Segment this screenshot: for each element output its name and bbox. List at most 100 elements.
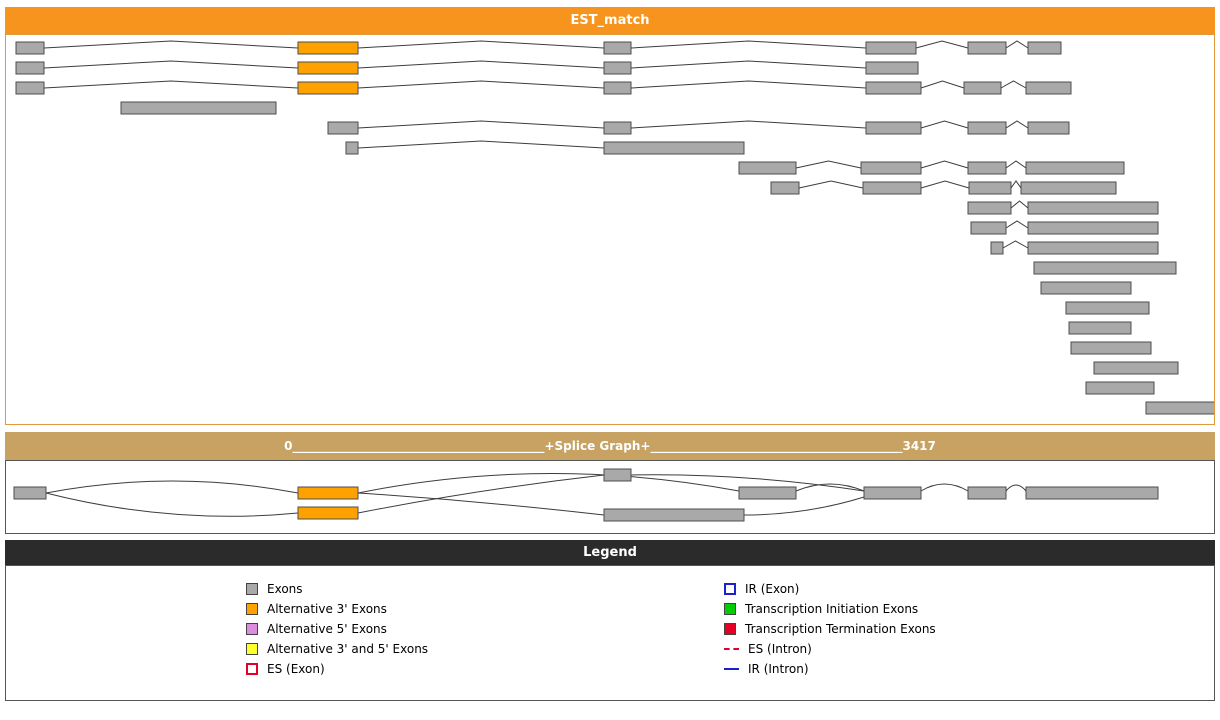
legend-column-right: IR (Exon) Transcription Initiation Exons T… [724, 579, 936, 679]
exon[interactable] [603, 468, 632, 482]
exon[interactable] [1027, 121, 1070, 135]
exon[interactable] [738, 486, 797, 500]
exon[interactable] [963, 81, 1002, 95]
exon[interactable] [15, 81, 45, 95]
intron-line [1005, 120, 1029, 129]
exon[interactable] [603, 81, 632, 95]
exon[interactable] [967, 201, 1012, 215]
legend-transcription-initiation-exons-swatch-icon [724, 603, 736, 615]
alternative-3-exon[interactable] [297, 41, 359, 55]
exon[interactable] [865, 81, 922, 95]
alternative-3-exon[interactable] [297, 486, 359, 500]
splice-arc [920, 483, 969, 492]
intron-line [795, 160, 862, 169]
est-track-canvas [15, 40, 1214, 415]
exon[interactable] [1025, 81, 1072, 95]
alternative-3-exon[interactable] [297, 61, 359, 75]
exon[interactable] [1033, 261, 1177, 275]
legend-label-ir-intron: IR (Intron) [748, 662, 809, 676]
exon[interactable] [1027, 201, 1159, 215]
exon[interactable] [1093, 361, 1179, 375]
legend-item-alt-3-exons: Alternative 3' Exons [246, 599, 428, 619]
legend-title: Legend [583, 545, 637, 560]
splice-arc [630, 474, 865, 492]
exon[interactable] [990, 241, 1004, 255]
exon[interactable] [865, 61, 919, 75]
exon[interactable] [603, 141, 745, 155]
exon[interactable] [770, 181, 800, 195]
exon[interactable] [1145, 401, 1214, 415]
intron-line [1005, 40, 1029, 49]
legend-item-transcription-termination-exons: Transcription Termination Exons [724, 619, 936, 639]
legend-ir-exon-swatch-icon [724, 583, 736, 595]
exon[interactable] [1025, 486, 1159, 500]
exon[interactable] [345, 141, 359, 155]
alternative-3-exon[interactable] [297, 506, 359, 520]
exon[interactable] [1085, 381, 1155, 395]
alternative-3-exon[interactable] [297, 81, 359, 95]
est-match-body [5, 34, 1215, 425]
intron-line [357, 140, 605, 149]
legend-es-intron-swatch-icon [724, 648, 739, 650]
intron-line [798, 180, 864, 189]
legend-item-alt-3-and-5-exons: Alternative 3' and 5' Exons [246, 639, 428, 659]
legend-item-transcription-initiation-exons: Transcription Initiation Exons [724, 599, 936, 619]
intron-line [630, 120, 867, 129]
exon[interactable] [1068, 321, 1132, 335]
exon[interactable] [1027, 241, 1159, 255]
intron-line [915, 40, 969, 49]
exon[interactable] [1027, 221, 1159, 235]
legend-exons-swatch-icon [246, 583, 258, 595]
exon[interactable] [13, 486, 47, 500]
legend-alt-5-exons-swatch-icon [246, 623, 258, 635]
exon[interactable] [1027, 41, 1062, 55]
legend-header: Legend [5, 540, 1215, 565]
exon[interactable] [120, 101, 277, 115]
intron-line [1000, 80, 1027, 89]
exon[interactable] [968, 181, 1012, 195]
intron-line [630, 80, 867, 89]
exon[interactable] [863, 486, 922, 500]
legend-item-ir-exon: IR (Exon) [724, 579, 936, 599]
exon[interactable] [15, 61, 45, 75]
legend-item-es-exon: ES (Exon) [246, 659, 428, 679]
exon[interactable] [967, 41, 1007, 55]
exon[interactable] [967, 121, 1007, 135]
intron-line [43, 40, 299, 49]
exon[interactable] [1025, 161, 1125, 175]
legend-label-transcription-initiation-exons: Transcription Initiation Exons [745, 602, 919, 616]
legend-column-left: Exons Alternative 3' Exons Alternative 5' … [246, 579, 428, 679]
exon[interactable] [865, 41, 917, 55]
exon[interactable] [738, 161, 797, 175]
legend-label-es-intron: ES (Intron) [748, 642, 812, 656]
legend-alt-3-exons-swatch-icon [246, 603, 258, 615]
exon[interactable] [603, 61, 632, 75]
intron-line [357, 60, 605, 69]
exon[interactable] [15, 41, 45, 55]
exon[interactable] [1065, 301, 1150, 315]
exon[interactable] [327, 121, 359, 135]
exon[interactable] [970, 221, 1007, 235]
splice-arc [743, 496, 865, 516]
exon[interactable] [1070, 341, 1152, 355]
legend-item-ir-intron: IR (Intron) [724, 659, 936, 679]
legend-item-es-intron: ES (Intron) [724, 639, 936, 659]
legend-label-ir-exon: IR (Exon) [745, 582, 800, 596]
intron-line [920, 80, 965, 89]
legend-transcription-termination-exons-swatch-icon [724, 623, 736, 635]
exon[interactable] [862, 181, 922, 195]
exon[interactable] [603, 508, 745, 522]
legend-item-exons: Exons [246, 579, 428, 599]
exon[interactable] [603, 121, 632, 135]
intron-line [920, 180, 970, 189]
exon[interactable] [865, 121, 922, 135]
exon[interactable] [603, 41, 632, 55]
intron-line [1005, 220, 1029, 229]
exon[interactable] [1020, 181, 1117, 195]
exon[interactable] [860, 161, 922, 175]
splice-graph-canvas [13, 468, 1159, 522]
intron-line [357, 40, 605, 49]
exon[interactable] [967, 161, 1007, 175]
exon[interactable] [967, 486, 1007, 500]
exon[interactable] [1040, 281, 1132, 295]
